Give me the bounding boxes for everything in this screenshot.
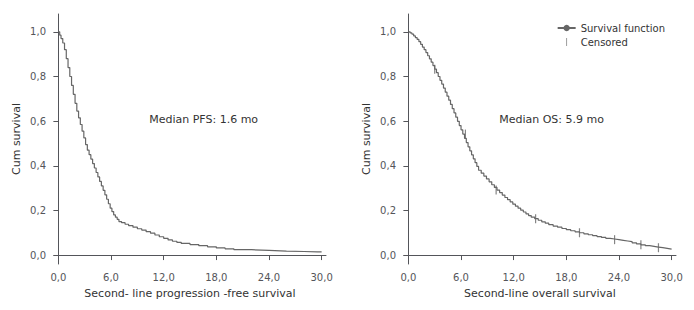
svg-text:Median OS: 5.9 mo: Median OS: 5.9 mo (499, 113, 604, 126)
svg-text:1,0: 1,0 (30, 26, 46, 37)
svg-text:Second-line overall survival: Second-line overall survival (464, 287, 616, 300)
svg-text:0,6: 0,6 (380, 116, 396, 127)
svg-text:18,0: 18,0 (205, 272, 227, 283)
svg-text:12,0: 12,0 (503, 272, 525, 283)
svg-text:0,0: 0,0 (30, 250, 46, 261)
svg-text:Second- line progression -free: Second- line progression -free survival (84, 287, 295, 300)
svg-text:0,0: 0,0 (400, 272, 416, 283)
svg-text:6,0: 6,0 (103, 272, 119, 283)
svg-text:0,0: 0,0 (380, 250, 396, 261)
svg-text:1,0: 1,0 (380, 26, 396, 37)
svg-text:0,8: 0,8 (380, 71, 396, 82)
svg-text:Cum survival: Cum survival (10, 103, 23, 175)
svg-text:0,4: 0,4 (30, 160, 46, 171)
svg-text:18,0: 18,0 (555, 272, 577, 283)
svg-text:24,0: 24,0 (258, 272, 280, 283)
svg-text:30,0: 30,0 (660, 272, 682, 283)
svg-text:0,4: 0,4 (380, 160, 396, 171)
svg-text:0,2: 0,2 (380, 205, 396, 216)
svg-text:12,0: 12,0 (153, 272, 175, 283)
svg-text:24,0: 24,0 (608, 272, 630, 283)
svg-text:0,2: 0,2 (30, 205, 46, 216)
svg-text:Median PFS: 1.6 mo: Median PFS: 1.6 mo (149, 113, 258, 126)
svg-text:30,0: 30,0 (310, 272, 332, 283)
svg-text:Censored: Censored (581, 37, 628, 48)
svg-text:6,0: 6,0 (453, 272, 469, 283)
svg-text:0,8: 0,8 (30, 71, 46, 82)
svg-text:Cum survival: Cum survival (360, 103, 373, 175)
svg-text:0,0: 0,0 (50, 272, 66, 283)
svg-text:0,6: 0,6 (30, 116, 46, 127)
svg-text:Survival function: Survival function (581, 23, 665, 34)
